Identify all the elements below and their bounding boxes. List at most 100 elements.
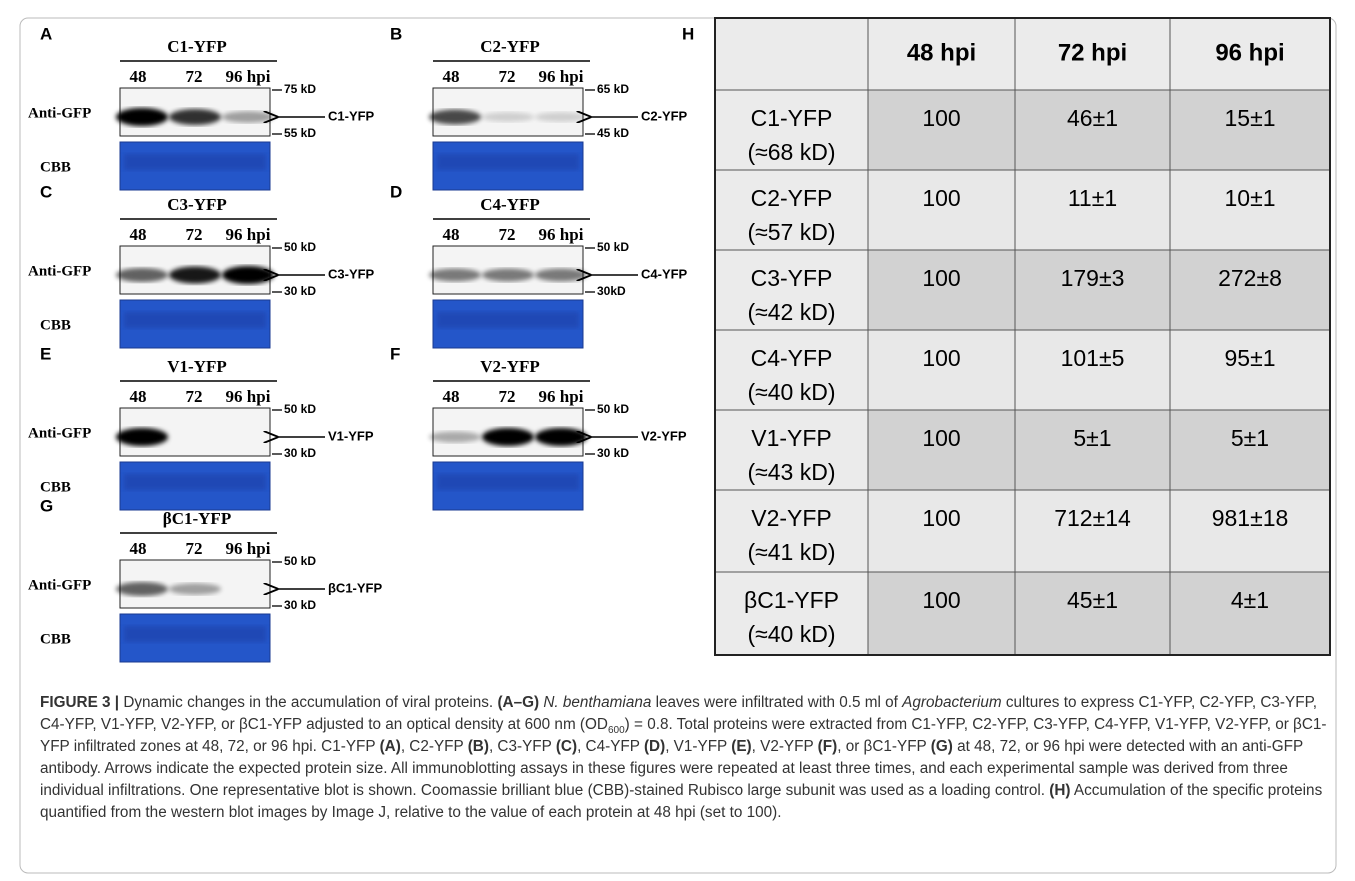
caption-run: , C4-YFP (577, 738, 644, 755)
marker-label: 50 kD (284, 554, 316, 568)
column-header: 96 hpi (1215, 39, 1284, 66)
caption-run: 600 (608, 725, 625, 736)
rubisco-band (124, 474, 266, 490)
caption-run: (B) (468, 738, 489, 755)
target-label: C4-YFP (641, 266, 688, 281)
target-label: V2-YFP (641, 428, 687, 443)
row-size: (≈42 kD) (747, 299, 835, 325)
panel-letter: A (40, 24, 52, 43)
antibody-label: Anti-GFP (28, 105, 91, 121)
caption-run: (G) (931, 738, 953, 755)
table-value: 100 (922, 105, 960, 131)
panel-letter: F (390, 344, 400, 363)
panel-letter: B (390, 24, 402, 43)
rubisco-band (437, 154, 579, 170)
table-value: 11±1 (1068, 185, 1117, 211)
caption-run: (C) (556, 738, 577, 755)
table-value: 100 (922, 505, 960, 531)
lane-label: 48 (130, 539, 147, 558)
loading-label: CBB (40, 317, 71, 333)
blot-title: C3-YFP (167, 195, 226, 214)
rubisco-band (124, 312, 266, 328)
caption-run: , V2-YFP (752, 738, 818, 755)
table-value: 981±18 (1212, 505, 1289, 531)
band (116, 108, 168, 126)
table-value: 101±5 (1061, 345, 1125, 371)
table-value: 100 (922, 345, 960, 371)
antibody-label: Anti-GFP (28, 577, 91, 593)
panel-letter: G (40, 496, 53, 515)
loading-label: CBB (40, 159, 71, 175)
marker-label: 30kD (597, 284, 626, 298)
marker-label: 50 kD (597, 240, 629, 254)
lane-label: 48 (130, 67, 147, 86)
table-value: 45±1 (1067, 587, 1118, 613)
table-value: 712±14 (1054, 505, 1131, 531)
lane-label: 96 hpi (226, 67, 271, 86)
table-value: 4±1 (1231, 587, 1269, 613)
lane-label: 72 (499, 225, 516, 244)
lane-label: 96 hpi (539, 225, 584, 244)
table-value: 15±1 (1225, 105, 1276, 131)
table-value: 179±3 (1061, 265, 1125, 291)
row-size: (≈43 kD) (747, 459, 835, 485)
caption-run: leaves were infiltrated with 0.5 ml of (651, 694, 902, 711)
caption-run: Dynamic changes in the accumulation of v… (119, 694, 497, 711)
lane-label: 96 hpi (226, 225, 271, 244)
caption-run: (E) (731, 738, 751, 755)
marker-label: 45 kD (597, 126, 629, 140)
band (482, 112, 534, 122)
caption-run: , V1-YFP (665, 738, 731, 755)
marker-label: 30 kD (284, 284, 316, 298)
antibody-label: Anti-GFP (28, 425, 91, 441)
row-name: C1-YFP (751, 105, 833, 131)
marker-label: 50 kD (284, 240, 316, 254)
target-label: βC1-YFP (328, 580, 382, 595)
panel-letter: E (40, 344, 51, 363)
panel-letter: C (40, 182, 52, 201)
row-name: βC1-YFP (744, 587, 839, 613)
marker-label: 50 kD (597, 402, 629, 416)
lane-label: 72 (186, 387, 203, 406)
band (169, 583, 221, 595)
marker-label: 30 kD (284, 446, 316, 460)
band (116, 582, 168, 596)
table-cell (1170, 572, 1330, 655)
lane-label: 72 (186, 67, 203, 86)
panel-letter: D (390, 182, 402, 201)
target-label: C3-YFP (328, 266, 375, 281)
band (429, 432, 481, 443)
band (429, 269, 481, 282)
panel-letter: H (682, 24, 694, 43)
caption-run: (A) (380, 738, 401, 755)
band (169, 267, 221, 284)
row-size: (≈68 kD) (747, 139, 835, 165)
blot-title: C4-YFP (480, 195, 539, 214)
lane-label: 96 hpi (539, 387, 584, 406)
band (535, 428, 587, 446)
band (222, 266, 274, 284)
target-label: C1-YFP (328, 108, 375, 123)
lane-label: 72 (186, 539, 203, 558)
lane-label: 72 (186, 225, 203, 244)
target-label: V1-YFP (328, 428, 374, 443)
caption-run: N. benthamiana (543, 694, 651, 711)
band (482, 269, 534, 282)
caption-run: FIGURE 3 | (40, 694, 119, 711)
band (535, 269, 587, 282)
table-cell (868, 572, 1015, 655)
row-name: V2-YFP (751, 505, 832, 531)
lane-label: 48 (443, 387, 460, 406)
band (482, 428, 534, 446)
band (116, 428, 168, 446)
target-label: C2-YFP (641, 108, 688, 123)
blot-title: V1-YFP (167, 357, 226, 376)
marker-label: 30 kD (284, 598, 316, 612)
table-value: 95±1 (1225, 345, 1276, 371)
lane-label: 96 hpi (226, 539, 271, 558)
row-name: V1-YFP (751, 425, 832, 451)
caption-run: (D) (644, 738, 665, 755)
caption-run: , C3-YFP (489, 738, 556, 755)
antibody-label: Anti-GFP (28, 263, 91, 279)
loading-label: CBB (40, 631, 71, 647)
